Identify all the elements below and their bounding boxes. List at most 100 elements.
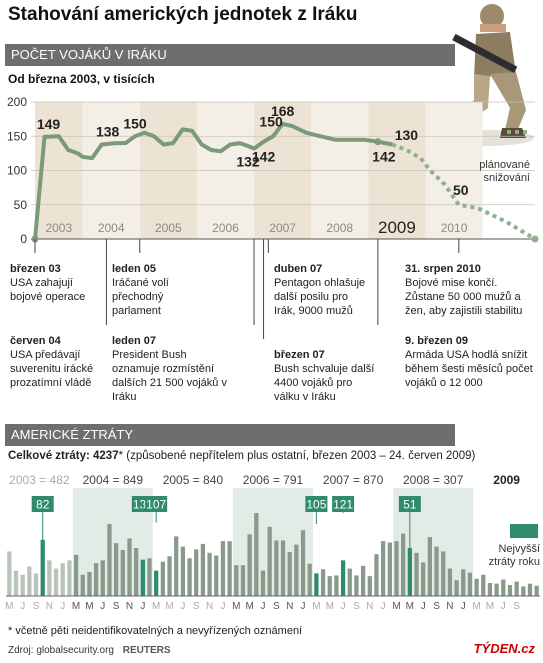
troop-line-chart: 0 50 100 150 200 2003 2004 2005 2006 2007 2008 2009… bbox=[7, 95, 539, 339]
year-total-label: 2008 = 307 bbox=[403, 473, 464, 487]
bar bbox=[487, 582, 493, 596]
bar bbox=[307, 563, 312, 596]
month-label: N bbox=[46, 601, 53, 612]
event-text: Iráčané volí přechodný parlament bbox=[112, 277, 169, 317]
peak-value-label: 105 bbox=[306, 498, 326, 512]
event-jun-2004: červen 04 USA předávají suverenitu iráck… bbox=[10, 334, 110, 390]
bar bbox=[334, 575, 339, 596]
bar bbox=[434, 546, 439, 596]
event-aug-2010: 31. srpen 2010 Bojové mise končí. Zůstan… bbox=[405, 262, 535, 318]
event-text: Bojové mise končí. Zůstane 50 000 mužů a… bbox=[405, 277, 523, 317]
losses-bar-chart: 2003 = 482 2004 = 849 2005 = 840 2006 = 791… bbox=[5, 473, 540, 612]
data-label: 132 bbox=[236, 154, 260, 170]
month-label: N bbox=[206, 601, 213, 612]
month-label: M bbox=[326, 601, 334, 612]
bar bbox=[80, 574, 85, 596]
bar bbox=[501, 579, 506, 596]
month-label: M bbox=[392, 601, 400, 612]
bar bbox=[527, 583, 533, 596]
source: Zdroj: globalsecurity.org REUTERS bbox=[8, 645, 171, 656]
bar bbox=[327, 576, 332, 596]
bar bbox=[401, 533, 406, 596]
bar bbox=[180, 546, 186, 596]
data-label: 50 bbox=[453, 182, 469, 198]
month-label: N bbox=[126, 601, 133, 612]
bar bbox=[514, 581, 519, 596]
bar bbox=[147, 558, 152, 596]
bar bbox=[414, 552, 419, 596]
bar bbox=[200, 543, 206, 596]
data-label: 149 bbox=[37, 116, 61, 132]
year-total-label: 2005 = 840 bbox=[163, 473, 224, 487]
bar bbox=[314, 573, 319, 596]
event-jan-2007: leden 07 President Bush oznamuje rozmíst… bbox=[112, 334, 232, 404]
month-label: M bbox=[85, 601, 93, 612]
legend-planned-label: plánované snižování bbox=[479, 159, 530, 184]
total-losses-rest: * (způsobené nepřítelem plus ostatní, bř… bbox=[118, 450, 476, 462]
bar bbox=[267, 526, 272, 596]
bar bbox=[534, 585, 539, 596]
event-text: President Bush oznamuje rozmístění další… bbox=[112, 349, 227, 403]
bar bbox=[374, 554, 379, 596]
year-label: 2007 bbox=[269, 221, 296, 235]
month-label: J bbox=[301, 601, 306, 612]
month-label: M bbox=[5, 601, 13, 612]
month-label: J bbox=[341, 601, 346, 612]
bar bbox=[107, 524, 112, 596]
bar bbox=[100, 560, 105, 596]
year-label: 2009 bbox=[378, 218, 416, 237]
bar bbox=[421, 562, 426, 596]
year-total-label: 2003 = 482 bbox=[9, 473, 70, 487]
year-label: 2006 bbox=[212, 221, 239, 235]
bar bbox=[87, 572, 92, 596]
source-text: Zdroj: globalsecurity.org bbox=[8, 645, 114, 656]
bar bbox=[394, 541, 399, 596]
bar bbox=[447, 568, 453, 596]
bar bbox=[461, 569, 466, 596]
month-label: N bbox=[446, 601, 453, 612]
month-label: M bbox=[472, 601, 480, 612]
bar bbox=[347, 568, 352, 596]
year-total-label: 2007 = 870 bbox=[323, 473, 384, 487]
bar bbox=[47, 560, 52, 596]
event-mar-2009: 9. březen 09 Armáda USA hodlá snížit běh… bbox=[405, 334, 535, 390]
data-label: 130 bbox=[395, 127, 419, 143]
year-total-label: 2006 = 791 bbox=[243, 473, 304, 487]
month-label: N bbox=[366, 601, 373, 612]
bar bbox=[160, 561, 165, 596]
year-label: 2005 bbox=[155, 221, 182, 235]
series-point-dot bbox=[374, 138, 382, 146]
month-label: N bbox=[286, 601, 293, 612]
month-label: M bbox=[312, 601, 320, 612]
peak-badge bbox=[398, 496, 421, 512]
event-text: Pentagon ohlašuje další posilu pro Irák,… bbox=[274, 277, 366, 317]
month-label: J bbox=[461, 601, 466, 612]
data-label: 142 bbox=[252, 149, 276, 165]
bar bbox=[294, 544, 299, 596]
bar bbox=[13, 570, 19, 596]
event-date: leden 05 bbox=[112, 263, 157, 275]
planned-series-line bbox=[391, 142, 537, 241]
month-label: J bbox=[421, 601, 426, 612]
event-date: březen 07 bbox=[274, 349, 325, 361]
bar bbox=[114, 543, 119, 596]
month-label: S bbox=[193, 601, 200, 612]
actual-series-line bbox=[33, 121, 393, 240]
event-date: duben 07 bbox=[274, 263, 323, 275]
bar bbox=[127, 538, 132, 596]
y-tick-label: 150 bbox=[7, 129, 27, 143]
data-label: 138 bbox=[96, 123, 120, 139]
peak-badge bbox=[145, 496, 168, 512]
month-label: M bbox=[486, 601, 494, 612]
year-label: 2003 bbox=[45, 221, 72, 235]
month-label: J bbox=[501, 601, 506, 612]
bar bbox=[167, 556, 172, 596]
bar bbox=[53, 568, 59, 596]
bar bbox=[73, 554, 79, 596]
month-label: S bbox=[513, 601, 520, 612]
bar bbox=[454, 580, 459, 596]
peak-value-label: 82 bbox=[36, 498, 50, 512]
bar bbox=[7, 551, 12, 596]
month-label: J bbox=[140, 601, 145, 612]
month-label: J bbox=[260, 601, 265, 612]
